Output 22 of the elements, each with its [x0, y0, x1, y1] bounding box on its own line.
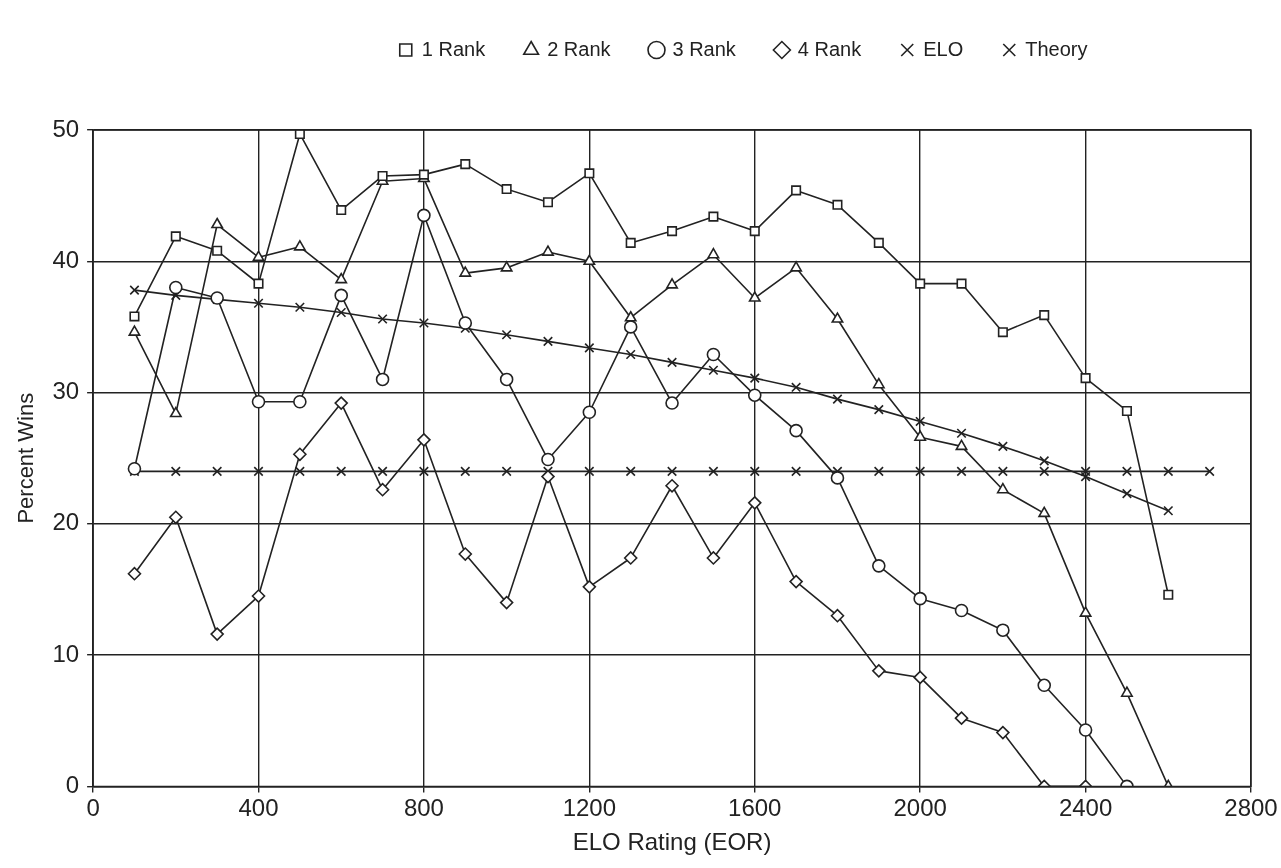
x-tick-label: 2000: [893, 794, 947, 822]
legend-label: 2 Rank: [547, 37, 612, 60]
x-tick-label: 0: [86, 794, 100, 822]
x-tick-label: 2800: [1224, 794, 1278, 822]
y-axis-title: Percent Wins: [13, 392, 39, 524]
legend-label: 4 Rank: [797, 37, 863, 60]
legend-label: ELO: [923, 37, 964, 60]
legend-label: 3 Rank: [672, 37, 737, 60]
y-tick-label: 20: [52, 508, 80, 536]
x-axis-title: ELO Rating (EOR): [572, 828, 772, 856]
y-tick-label: 50: [52, 114, 80, 142]
x-tick-label: 1200: [562, 794, 617, 822]
y-tick-label: 0: [65, 771, 80, 799]
legend-label: 1 Rank: [421, 37, 487, 60]
x-tick-label: 2400: [1058, 794, 1113, 822]
x-tick-label: 1600: [728, 794, 782, 822]
x-tick-label: 800: [403, 794, 444, 822]
y-tick-label: 10: [52, 639, 80, 667]
y-tick-label: 30: [52, 377, 80, 405]
y-tick-label: 40: [52, 245, 80, 273]
legend-label: Theory: [1025, 37, 1088, 60]
x-tick-label: 400: [238, 794, 279, 822]
